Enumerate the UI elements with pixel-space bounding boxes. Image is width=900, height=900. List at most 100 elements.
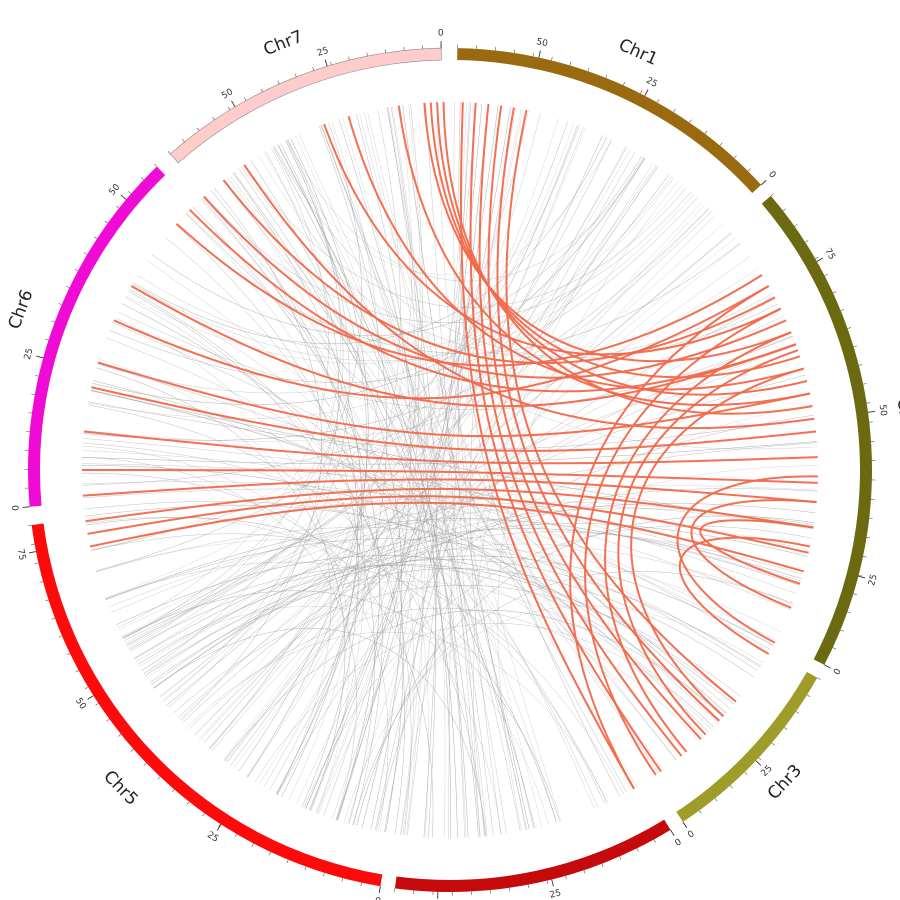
background-link bbox=[117, 148, 329, 628]
chr6-tick-label: 25 bbox=[23, 347, 36, 361]
background-link bbox=[127, 139, 613, 648]
background-link bbox=[182, 503, 816, 723]
chr7-minor-tick bbox=[182, 139, 185, 143]
background-link bbox=[204, 191, 692, 324]
chr5-tick-label: 25 bbox=[205, 830, 220, 845]
chr7-minor-tick bbox=[384, 49, 387, 53]
highlighted-link bbox=[436, 102, 808, 396]
chr5-minor-tick bbox=[118, 734, 122, 737]
background-link bbox=[90, 389, 704, 738]
chr1-major-tick bbox=[538, 50, 541, 58]
chr2-minor-tick bbox=[858, 574, 863, 577]
highlighted-links bbox=[81, 102, 818, 790]
chr4-minor-tick bbox=[619, 856, 622, 860]
chr1-minor-tick bbox=[569, 61, 572, 66]
chr5-minor-tick bbox=[202, 813, 205, 817]
chr5-minor-tick bbox=[106, 718, 110, 722]
background-link bbox=[82, 450, 777, 641]
chr6-tick-label: 0 bbox=[9, 505, 19, 512]
chr7-minor-tick bbox=[294, 73, 297, 78]
chr1-minor-tick bbox=[532, 52, 534, 57]
chr2-minor-tick bbox=[840, 629, 844, 632]
chr1-minor-tick bbox=[551, 56, 553, 61]
chr2-minor-tick bbox=[853, 345, 858, 348]
background-link bbox=[222, 108, 522, 760]
chr3-minor-tick bbox=[817, 677, 821, 680]
chr5-minor-tick bbox=[234, 833, 237, 838]
background-link bbox=[209, 121, 379, 750]
highlighted-link bbox=[630, 367, 805, 717]
chromosome-chr4: 02550Chr4 bbox=[394, 819, 684, 900]
chr7-minor-tick bbox=[212, 116, 215, 121]
chr7-minor-tick bbox=[312, 67, 315, 71]
background-link bbox=[159, 149, 631, 697]
background-link bbox=[275, 125, 387, 795]
chr6-tick-label: 50 bbox=[108, 182, 123, 197]
chr1-minor-tick bbox=[733, 155, 737, 159]
chr1-minor-tick bbox=[689, 119, 692, 123]
background-link bbox=[122, 122, 362, 639]
chr5-minor-tick bbox=[251, 843, 254, 847]
chr4-band bbox=[394, 819, 671, 892]
background-link bbox=[376, 380, 807, 831]
background-link bbox=[147, 260, 557, 823]
chr3-major-tick bbox=[682, 821, 688, 828]
background-link bbox=[96, 527, 761, 668]
chr6-minor-tick bbox=[45, 338, 49, 341]
background-link bbox=[128, 290, 375, 824]
chr2-minor-tick bbox=[832, 647, 837, 650]
chr3-tick-label: 25 bbox=[760, 764, 775, 779]
chr5-minor-tick bbox=[304, 866, 307, 871]
chr4-minor-tick bbox=[653, 839, 656, 843]
background-link bbox=[132, 194, 694, 362]
chr6-major-tick bbox=[22, 506, 30, 508]
highlighted-link bbox=[323, 123, 782, 356]
chr1-minor-tick bbox=[605, 74, 608, 78]
chr2-tick-label: 0 bbox=[832, 667, 844, 677]
chr6-minor-tick bbox=[140, 177, 144, 180]
background-link bbox=[163, 151, 339, 702]
chr4-minor-tick bbox=[565, 875, 567, 880]
background-link bbox=[186, 632, 608, 803]
chr5-minor-tick bbox=[31, 543, 35, 545]
highlighted-link bbox=[569, 285, 770, 790]
background-link bbox=[400, 215, 716, 835]
highlighted-link bbox=[478, 103, 683, 757]
background-link bbox=[303, 525, 812, 808]
chr2-minor-tick bbox=[805, 240, 809, 243]
chr5-tick-label: 75 bbox=[15, 548, 27, 561]
highlighted-link bbox=[690, 499, 817, 609]
chr2-tick-label: 50 bbox=[877, 404, 889, 417]
chr7-major-tick bbox=[324, 59, 328, 67]
chr5-band bbox=[31, 523, 383, 887]
chr4-minor-tick bbox=[636, 848, 639, 852]
chr2-minor-tick bbox=[858, 364, 863, 366]
chr3-minor-tick bbox=[771, 742, 775, 746]
chr6-minor-tick bbox=[116, 205, 120, 209]
chromosome-ring: 50250Chr17550250Chr2250Chr302550Chr40255… bbox=[5, 27, 900, 900]
background-link bbox=[134, 528, 802, 660]
chr1-major-tick bbox=[644, 89, 649, 96]
background-link bbox=[323, 106, 420, 816]
background-link bbox=[108, 519, 801, 608]
background-link bbox=[232, 172, 362, 795]
highlighted-link bbox=[487, 105, 702, 740]
chr6-minor-tick bbox=[51, 320, 55, 323]
highlighted-link bbox=[469, 102, 662, 773]
background-link bbox=[166, 232, 732, 706]
chr1-minor-tick bbox=[623, 81, 626, 86]
background-link bbox=[122, 505, 814, 640]
background-link bbox=[277, 414, 814, 796]
chr1-tick-label: 25 bbox=[644, 76, 659, 90]
background-link bbox=[317, 109, 524, 814]
highlighted-link bbox=[505, 109, 737, 703]
chr2-minor-tick bbox=[815, 256, 819, 260]
background-link bbox=[128, 139, 341, 650]
chr1-major-tick bbox=[760, 179, 767, 186]
chr2-major-tick bbox=[858, 575, 866, 579]
chr3-minor-tick bbox=[795, 711, 800, 714]
highlighted-link bbox=[175, 223, 763, 367]
chr1-minor-tick bbox=[513, 49, 516, 53]
background-link bbox=[286, 140, 507, 834]
chr7-minor-tick bbox=[244, 97, 247, 101]
